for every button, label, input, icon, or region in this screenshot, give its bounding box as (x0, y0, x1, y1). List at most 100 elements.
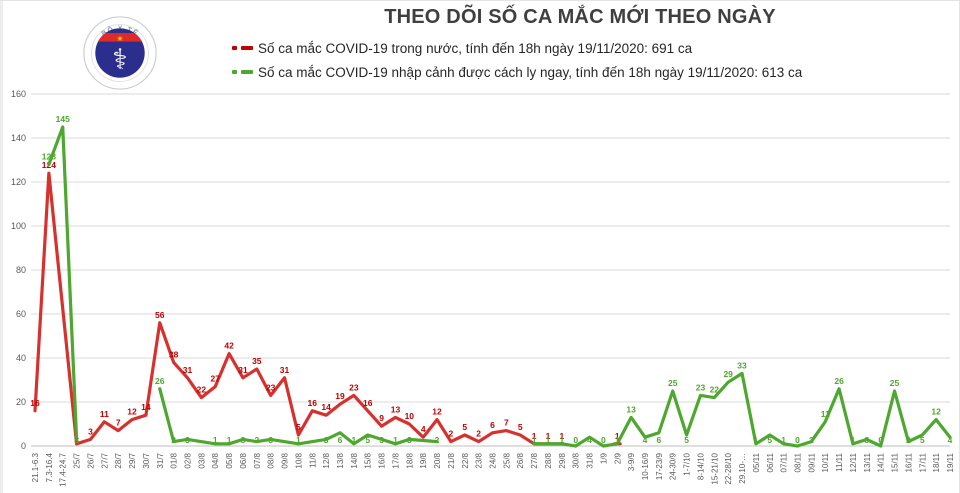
data-label: 3 (268, 435, 273, 445)
y-tick-label: 80 (16, 265, 26, 275)
data-label: 13 (626, 404, 636, 414)
x-tick-label: 1/9 (599, 452, 608, 464)
data-label: 1 (754, 435, 759, 445)
x-tick-label: 17-23/9 (655, 452, 664, 480)
y-tick-label: 0 (21, 441, 26, 451)
x-tick-label: 11/11 (835, 452, 844, 471)
data-label: 4 (643, 435, 648, 445)
series-line (47, 125, 79, 441)
series-line (33, 171, 564, 446)
logo-star-icon: ★ (117, 34, 124, 43)
x-tick-label: 13/8 (336, 452, 345, 468)
logo-red-band (95, 33, 145, 42)
legend: Số ca mắc COVID-19 trong nước, tính đến … (232, 36, 802, 84)
data-label: 23 (696, 382, 706, 392)
data-label: 26 (155, 376, 165, 386)
data-label: 16 (308, 398, 318, 408)
data-label: 14 (141, 402, 151, 412)
data-label: 3 (74, 435, 79, 445)
x-tick-label: 14/8 (350, 452, 359, 468)
x-tick-label: 17/8 (391, 452, 400, 468)
legend-label-domestic: Số ca mắc COVID-19 trong nước, tính đến … (258, 40, 693, 56)
data-label: 11 (821, 409, 830, 419)
data-label: 6 (490, 420, 495, 430)
x-tick-label: 04/8 (211, 452, 220, 468)
data-label: 3 (407, 435, 412, 445)
legend-item-imported: Số ca mắc COVID-19 nhập cảnh được cách l… (232, 60, 802, 84)
x-tick-label: 31/7 (156, 452, 165, 468)
data-label: 5 (365, 435, 370, 445)
series-line (532, 371, 952, 448)
x-tick-label: 24/8 (489, 452, 498, 468)
x-tick-label: 05/8 (225, 452, 234, 468)
x-tick-label: 02/8 (184, 452, 193, 468)
data-label: 25 (890, 378, 900, 388)
data-label: 4 (948, 435, 953, 445)
data-label: 4 (587, 435, 592, 445)
x-tick-label: 15/8 (364, 452, 373, 468)
page-title: THEO DÕI SỐ CA MẮC MỚI THEO NGÀY (384, 6, 776, 28)
data-label: 1 (781, 435, 786, 445)
data-label: 1 (532, 431, 537, 441)
x-tick-label: 16/11 (904, 452, 913, 472)
x-tick-label: 28/7 (114, 452, 123, 468)
data-label: 16 (30, 398, 40, 408)
x-tick-label: 08/8 (267, 452, 276, 468)
data-label: 22 (197, 385, 207, 395)
data-label: 0 (573, 435, 578, 445)
green-dash-icon (232, 70, 253, 74)
data-label: 5 (296, 422, 301, 432)
data-label: 0 (601, 435, 606, 445)
y-tick-label: 60 (16, 309, 26, 319)
x-tick-label: 07/8 (253, 452, 262, 468)
data-label: 25 (668, 378, 678, 388)
y-tick-label: 160 (11, 89, 26, 99)
x-tick-label: 07/11 (780, 452, 789, 472)
data-label: 0 (878, 435, 883, 445)
data-label: 3 (324, 435, 329, 445)
data-label: 42 (224, 341, 234, 351)
x-tick-label: 30/8 (572, 452, 581, 468)
data-label: 1 (559, 431, 564, 441)
data-label: 12 (931, 407, 941, 417)
x-tick-label: 09/11 (807, 452, 816, 472)
x-tick-label: 17.4-24.7 (59, 452, 68, 486)
x-tick-label: 31/8 (586, 452, 595, 468)
series-line (158, 387, 439, 446)
data-label: 14 (321, 402, 331, 412)
ministry-of-health-logo: BỘ Y TẾ MINISTRY OF HEALTH ★ ⚕ (83, 16, 157, 90)
x-tick-label: 11/8 (308, 452, 317, 468)
x-tick-label: 30/7 (142, 452, 151, 468)
legend-item-domestic: Số ca mắc COVID-19 trong nước, tính đến … (232, 36, 802, 60)
data-label: 3 (88, 426, 93, 436)
y-tick-label: 20 (16, 397, 26, 407)
data-label: 1 (615, 435, 620, 445)
data-label: 31 (238, 365, 248, 375)
x-tick-label: 7.3-16.4 (45, 452, 54, 482)
x-tick-label: 28/8 (544, 452, 553, 468)
x-tick-label: 16/8 (378, 452, 387, 468)
data-label: 31 (183, 365, 193, 375)
x-tick-label: 22-28/10 (724, 452, 733, 484)
x-tick-label: 8-14/10 (696, 452, 705, 480)
data-label: 3 (864, 435, 869, 445)
x-tick-label: 13/11 (863, 452, 872, 472)
x-tick-label: 20/8 (433, 452, 442, 468)
data-label: 16 (363, 398, 373, 408)
data-label: 23 (266, 382, 276, 392)
data-label: 56 (155, 310, 165, 320)
data-label: 35 (252, 356, 262, 366)
data-label: 6 (656, 435, 661, 445)
data-label: 1 (227, 435, 232, 445)
data-label: 3 (379, 435, 384, 445)
data-label: 2 (476, 429, 481, 439)
data-label: 1 (296, 435, 301, 445)
data-label: 5 (684, 435, 689, 445)
x-tick-label: 1-7/10 (683, 452, 692, 475)
x-tick-label: 29/8 (558, 452, 567, 468)
data-label: 0 (795, 435, 800, 445)
x-tick-label: 05/11 (752, 452, 761, 472)
data-label: 3 (185, 435, 190, 445)
x-tick-label: 12/11 (849, 452, 858, 472)
data-label: 10 (405, 411, 415, 421)
